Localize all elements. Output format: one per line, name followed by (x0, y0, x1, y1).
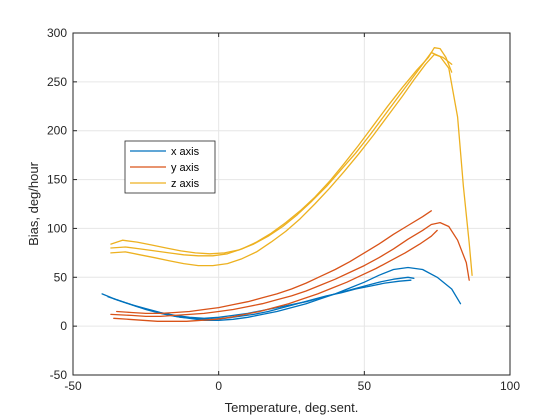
legend-label: x axis (171, 146, 200, 158)
y-tick-label: 250 (47, 75, 67, 89)
y-axis-series-curve-3 (113, 229, 438, 322)
legend-label: z axis (171, 178, 200, 190)
y-tick-label: 150 (47, 173, 67, 187)
legend: x axis y axis z axis (124, 140, 216, 194)
y-tick-label: 0 (60, 319, 67, 333)
y-tick-label: 300 (47, 26, 67, 40)
z-axis-series-curve-1 (110, 51, 473, 276)
x-tick-label: 0 (215, 379, 222, 393)
data-series (101, 47, 473, 322)
x-tick-label: 100 (500, 379, 520, 393)
y-axis-series-curve-1 (110, 221, 470, 318)
y-tick-label: 100 (47, 221, 67, 235)
axes-box (72, 32, 511, 376)
y-tick-label: 50 (54, 270, 68, 284)
axis-ticks: -50 0 50 100 -50 0 50 100 150 200 250 300 (47, 26, 520, 393)
y-axis-label: Bias, deg/hour (26, 161, 41, 246)
z-axis-series-curve-2 (110, 47, 453, 257)
x-tick-label: 50 (358, 379, 372, 393)
y-axis-series-curve-2 (116, 210, 432, 315)
z-axis-series-curve-3 (110, 53, 453, 267)
plot-area (73, 33, 510, 375)
legend-label: y axis (171, 162, 200, 174)
y-tick-label: -50 (50, 368, 68, 382)
x-axis-label: Temperature, deg.sent. (225, 400, 359, 415)
y-tick-label: 200 (47, 124, 67, 138)
x-tick-label: -50 (64, 379, 82, 393)
